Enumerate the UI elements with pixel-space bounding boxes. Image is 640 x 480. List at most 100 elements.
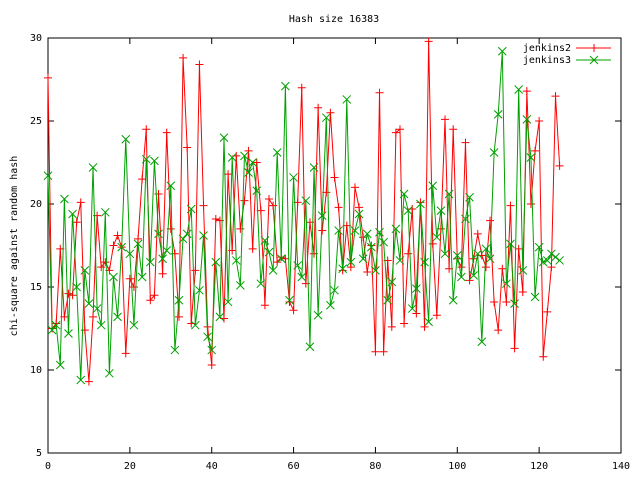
point-marker: [223, 297, 233, 307]
point-marker: [64, 289, 73, 298]
point-marker: [350, 183, 359, 192]
point-marker: [363, 268, 372, 277]
point-marker: [211, 257, 221, 267]
point-marker: [268, 266, 278, 275]
point-marker: [399, 189, 409, 199]
point-marker: [375, 88, 384, 97]
point-marker: [350, 226, 360, 235]
point-marker: [391, 224, 401, 234]
point-marker: [403, 206, 413, 215]
point-marker: [76, 198, 85, 207]
point-marker: [461, 138, 470, 147]
point-marker: [330, 173, 339, 182]
point-marker: [195, 285, 204, 295]
point-marker: [244, 146, 253, 155]
y-tick-label: 25: [30, 116, 42, 127]
point-marker: [330, 285, 339, 295]
point-marker: [555, 161, 564, 170]
point-marker: [154, 229, 163, 239]
point-marker: [215, 312, 225, 322]
point-marker: [457, 263, 466, 272]
point-marker: [428, 239, 437, 248]
point-marker: [199, 231, 208, 240]
point-marker: [555, 256, 564, 265]
point-marker: [138, 175, 147, 184]
point-marker: [526, 153, 536, 162]
point-marker: [113, 231, 122, 240]
point-marker: [510, 344, 519, 353]
x-tick-label: 80: [369, 461, 381, 472]
point-marker: [547, 263, 556, 272]
point-marker: [109, 241, 118, 250]
point-marker: [231, 256, 241, 265]
point-marker: [240, 196, 249, 205]
chart-title: Hash size 16383: [289, 14, 379, 25]
point-marker: [170, 345, 180, 355]
point-marker: [109, 272, 118, 282]
y-tick-label: 10: [30, 365, 42, 376]
point-marker: [43, 171, 53, 181]
point-marker: [469, 271, 479, 280]
point-marker: [121, 134, 131, 144]
point-marker: [260, 301, 269, 310]
point-marker: [391, 128, 400, 137]
point-marker: [89, 312, 98, 321]
point-marker: [105, 368, 114, 378]
x-tick-label: 20: [124, 461, 136, 472]
point-marker: [248, 244, 257, 253]
point-marker: [96, 320, 106, 330]
point-marker: [518, 266, 528, 275]
point-marker: [404, 249, 413, 258]
point-marker: [395, 125, 404, 134]
point-marker: [121, 349, 130, 358]
point-marker: [240, 151, 249, 161]
point-marker: [518, 287, 527, 296]
point-marker: [551, 252, 560, 262]
point-marker: [338, 264, 348, 274]
point-marker: [493, 110, 503, 119]
point-marker: [183, 143, 192, 152]
point-marker: [211, 214, 220, 223]
point-marker: [289, 306, 298, 315]
point-marker: [424, 37, 433, 46]
point-marker: [297, 272, 307, 282]
point-marker: [506, 239, 515, 249]
point-marker: [297, 83, 306, 92]
point-marker: [489, 148, 499, 157]
point-marker: [186, 204, 196, 214]
point-marker: [162, 246, 172, 255]
point-marker: [358, 254, 368, 264]
point-marker: [313, 310, 323, 320]
point-marker: [371, 266, 380, 275]
point-marker: [342, 95, 352, 104]
point-marker: [395, 256, 405, 265]
point-marker: [481, 244, 491, 254]
point-marker: [137, 272, 147, 282]
point-marker: [305, 342, 315, 352]
point-marker: [207, 345, 217, 355]
point-marker: [101, 258, 110, 267]
point-marker: [125, 249, 135, 259]
point-marker: [195, 60, 204, 69]
point-marker: [530, 292, 540, 302]
series-line: [47, 41, 561, 382]
point-marker: [379, 347, 388, 356]
point-marker: [535, 117, 544, 125]
point-marker: [436, 206, 446, 215]
point-marker: [440, 249, 450, 259]
point-marker: [158, 254, 167, 264]
point-marker: [301, 196, 311, 206]
point-marker: [424, 317, 433, 327]
point-marker: [97, 263, 106, 272]
point-marker: [355, 203, 364, 212]
point-marker: [281, 254, 290, 263]
point-marker: [219, 133, 229, 142]
point-marker: [461, 214, 470, 224]
point-marker: [236, 280, 245, 290]
legend-marker: [589, 55, 599, 65]
point-marker: [542, 256, 552, 265]
point-marker: [490, 297, 499, 306]
point-marker: [88, 163, 98, 172]
point-marker: [412, 309, 421, 318]
